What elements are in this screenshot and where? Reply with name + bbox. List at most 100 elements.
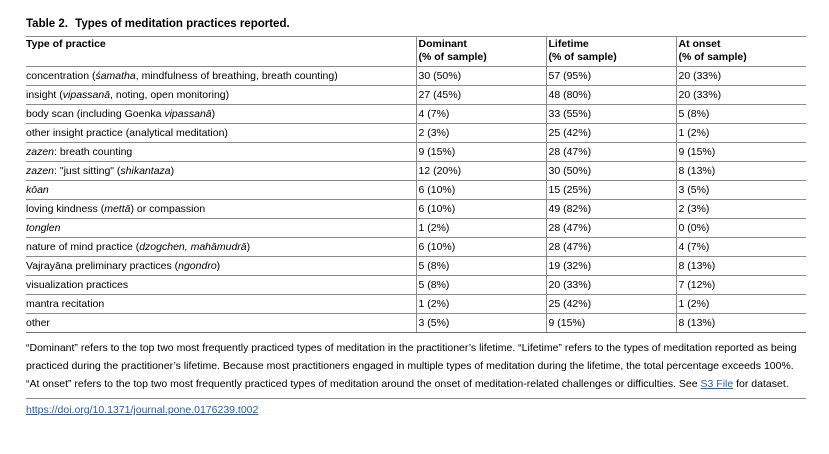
cell-practice-type: other insight practice (analytical medit… <box>26 123 416 143</box>
cell-lifetime: 28 (47%) <box>545 218 676 238</box>
cell-lifetime: 28 (47%) <box>545 142 676 162</box>
practice-text: ) or compassion <box>130 202 206 215</box>
cell-practice-type: insight (vipassanā, noting, open monitor… <box>26 85 416 105</box>
cell-practice-type: concentration (śamatha, mindfulness of b… <box>26 66 416 86</box>
table-caption-label: Table 2. <box>26 18 68 30</box>
table-row: nature of mind practice (dzogchen, mahām… <box>26 237 806 257</box>
cell-at-onset: 3 (5%) <box>675 180 806 200</box>
s3-file-link[interactable]: S3 File <box>700 378 734 390</box>
practice-text: visualization practices <box>26 278 129 291</box>
doi-line: https://doi.org/10.1371/journal.pone.017… <box>26 403 806 417</box>
footnote-text-end: for dataset. <box>733 378 789 390</box>
cell-lifetime: 48 (80%) <box>545 85 676 105</box>
practice-text: Vajrayāna preliminary practices ( <box>26 259 179 272</box>
practice-term-italic: kōan <box>26 183 49 196</box>
footnote-text: “Dominant” refers to the top two most fr… <box>26 342 797 390</box>
practice-term-italic: dzogchen, mahāmudrā <box>139 240 247 253</box>
cell-dominant: 6 (10%) <box>415 180 546 200</box>
practice-text: concentration ( <box>26 69 96 82</box>
cell-dominant: 6 (10%) <box>415 199 546 219</box>
doi-link[interactable]: https://doi.org/10.1371/journal.pone.017… <box>26 404 259 416</box>
column-header-at-onset: At onset (% of sample) <box>675 36 806 67</box>
cell-dominant: 1 (2%) <box>415 218 546 238</box>
practice-term-italic: shikantaza <box>120 164 171 177</box>
cell-lifetime: 19 (32%) <box>545 256 676 276</box>
cell-practice-type: zazen: "just sitting" (shikantaza) <box>26 161 416 181</box>
cell-at-onset: 8 (13%) <box>675 256 806 276</box>
practice-text: , mindfulness of breathing, breath count… <box>135 69 338 82</box>
cell-dominant: 2 (3%) <box>415 123 546 143</box>
cell-lifetime: 49 (82%) <box>545 199 676 219</box>
practice-text: insight ( <box>26 88 63 101</box>
cell-at-onset: 2 (3%) <box>675 199 806 219</box>
table-row: visualization practices 5 (8%) 20 (33%) 7 (… <box>26 275 806 295</box>
practice-text: : breath counting <box>54 145 133 158</box>
column-header-line2: (% of sample) <box>548 51 617 63</box>
cell-at-onset: 5 (8%) <box>675 104 806 124</box>
cell-practice-type: visualization practices <box>26 275 416 295</box>
table-row: other insight practice (analytical medit… <box>26 123 806 143</box>
cell-practice-type: zazen: breath counting <box>26 142 416 162</box>
cell-lifetime: 28 (47%) <box>545 237 676 257</box>
cell-lifetime: 25 (42%) <box>545 123 676 143</box>
cell-lifetime: 20 (33%) <box>545 275 676 295</box>
column-header-type-of-practice: Type of practice <box>26 36 416 67</box>
cell-lifetime: 57 (95%) <box>545 66 676 86</box>
table-row: insight (vipassanā, noting, open monitor… <box>26 85 806 105</box>
cell-dominant: 5 (8%) <box>415 275 546 295</box>
table-row: concentration (śamatha, mindfulness of b… <box>26 66 806 86</box>
cell-dominant: 5 (8%) <box>415 256 546 276</box>
table-caption-title: Types of meditation practices reported. <box>75 18 290 30</box>
practice-text: mantra recitation <box>26 297 105 310</box>
practice-text: ) <box>216 259 221 272</box>
cell-at-onset: 7 (12%) <box>675 275 806 295</box>
practice-text: : "just sitting" ( <box>54 164 121 177</box>
cell-practice-type: Vajrayāna preliminary practices (ngondro… <box>26 256 416 276</box>
practice-text: other insight practice (analytical medit… <box>26 126 228 139</box>
cell-dominant: 9 (15%) <box>415 142 546 162</box>
practice-text: ) <box>211 107 216 120</box>
cell-practice-type: tonglen <box>26 218 416 238</box>
cell-at-onset: 0 (0%) <box>675 218 806 238</box>
table-caption: Table 2. Types of meditation practices r… <box>26 17 806 31</box>
table-footnote: “Dominant” refers to the top two most fr… <box>26 339 806 399</box>
practice-term-italic: vipassanā <box>164 107 212 120</box>
cell-practice-type: kōan <box>26 180 416 200</box>
cell-dominant: 6 (10%) <box>415 237 546 257</box>
table-row: Vajrayāna preliminary practices (ngondro… <box>26 256 806 276</box>
meditation-practices-table: Type of practice Dominant (% of sample) … <box>26 36 806 333</box>
column-header-line1: Type of practice <box>26 38 106 50</box>
cell-at-onset: 1 (2%) <box>675 294 806 314</box>
cell-at-onset: 8 (13%) <box>675 313 806 333</box>
table-row: kōan 6 (10%) 15 (25%) 3 (5%) <box>26 180 806 200</box>
cell-dominant: 30 (50%) <box>415 66 546 86</box>
cell-at-onset: 20 (33%) <box>675 66 806 86</box>
table-body: concentration (śamatha, mindfulness of b… <box>26 66 806 333</box>
cell-at-onset: 4 (7%) <box>675 237 806 257</box>
table-figure: Table 2. Types of meditation practices r… <box>26 17 806 417</box>
cell-practice-type: body scan (including Goenka vipassanā) <box>26 104 416 124</box>
practice-term-italic: vipassanā <box>62 88 111 101</box>
column-header-lifetime: Lifetime (% of sample) <box>545 36 676 67</box>
practice-text: body scan (including Goenka <box>26 107 165 120</box>
cell-at-onset: 8 (13%) <box>675 161 806 181</box>
practice-term-italic: mettā <box>104 202 131 215</box>
practice-term-italic: zazen <box>26 164 55 177</box>
table-row: zazen: "just sitting" (shikantaza) 12 (20… <box>26 161 806 181</box>
cell-at-onset: 1 (2%) <box>675 123 806 143</box>
practice-term-italic: tonglen <box>26 221 61 234</box>
practice-text: other <box>26 316 50 329</box>
practice-text: loving kindness ( <box>26 202 105 215</box>
cell-practice-type: nature of mind practice (dzogchen, mahām… <box>26 237 416 257</box>
practice-text: nature of mind practice ( <box>26 240 140 253</box>
cell-dominant: 12 (20%) <box>415 161 546 181</box>
cell-practice-type: loving kindness (mettā) or compassion <box>26 199 416 219</box>
cell-at-onset: 9 (15%) <box>675 142 806 162</box>
cell-at-onset: 20 (33%) <box>675 85 806 105</box>
column-header-line1: Dominant <box>418 38 467 50</box>
practice-term-italic: ngondro <box>178 259 217 272</box>
table-header-row: Type of practice Dominant (% of sample) … <box>26 36 806 67</box>
cell-dominant: 27 (45%) <box>415 85 546 105</box>
cell-dominant: 4 (7%) <box>415 104 546 124</box>
cell-lifetime: 33 (55%) <box>545 104 676 124</box>
